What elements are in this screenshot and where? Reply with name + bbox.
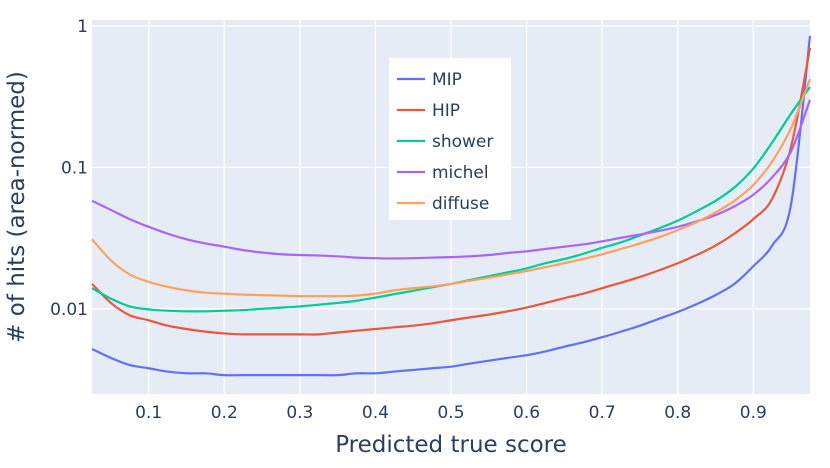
series-line-michel: [91, 99, 812, 260]
series-line-hip: [91, 47, 812, 336]
series-lines: [91, 35, 812, 377]
y-tick-label: 0.01: [50, 300, 88, 320]
x-tick-labels: 0.1 0.2 0.3 0.4 0.5 0.6 0.7 0.8 0.9: [135, 403, 767, 423]
legend: MIP HIP shower michel diffuse: [389, 58, 511, 220]
series-line-diffuse: [91, 78, 812, 298]
legend-label-hip: HIP: [432, 101, 460, 121]
y-tick-label: 0.1: [61, 158, 88, 178]
x-tick-label: 0.7: [589, 403, 616, 423]
x-tick-label: 0.9: [740, 403, 767, 423]
legend-box: [389, 58, 511, 220]
y-tick-label: 1: [77, 17, 88, 37]
x-tick-label: 0.2: [211, 403, 238, 423]
x-tick-label: 0.5: [437, 403, 464, 423]
y-tick-labels: 0.01 0.1 1: [50, 17, 88, 320]
x-tick-label: 0.6: [513, 403, 540, 423]
legend-label-diffuse: diffuse: [432, 194, 489, 214]
x-tick-label: 0.4: [362, 403, 389, 423]
x-tick-label: 0.1: [135, 403, 162, 423]
legend-label-mip: MIP: [432, 70, 462, 90]
x-axis-title: Predicted true score: [335, 432, 567, 458]
legend-label-michel: michel: [432, 163, 489, 183]
legend-label-shower: shower: [432, 132, 493, 152]
series-line-mip: [91, 35, 812, 377]
x-tick-label: 0.3: [286, 403, 313, 423]
y-axis-title: # of hits (area-normed): [4, 71, 30, 343]
x-tick-label: 0.8: [664, 403, 691, 423]
